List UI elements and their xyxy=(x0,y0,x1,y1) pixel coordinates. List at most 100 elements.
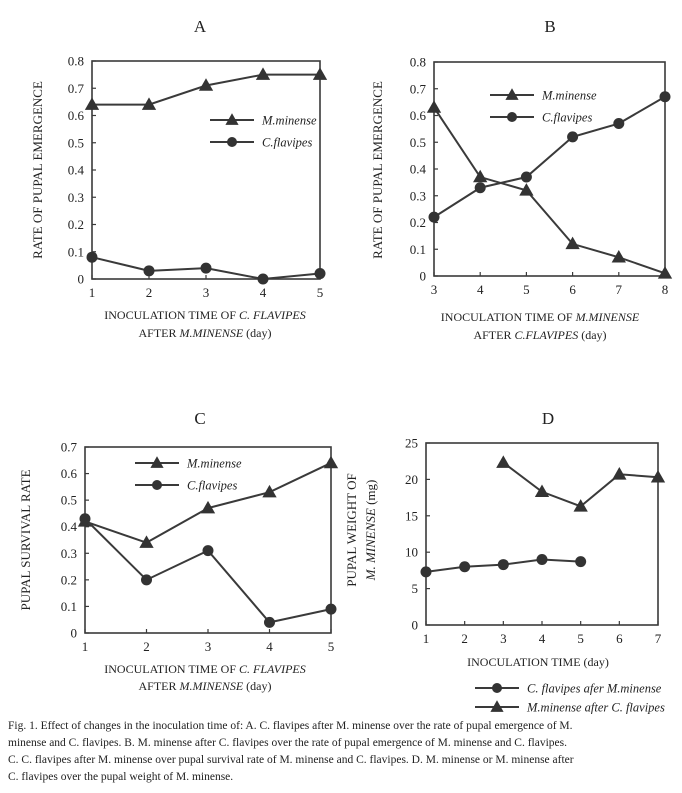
x-axis-label-unit: (day) xyxy=(578,328,606,342)
x-tick-label: 3 xyxy=(500,631,507,646)
x-tick-label: 5 xyxy=(577,631,584,646)
legend-label: M.minense xyxy=(186,457,242,471)
y-axis-label: RATE OF PUPAL EMERGENCE xyxy=(30,81,45,259)
x-axis-label-species: C. FLAVIPES xyxy=(239,662,306,676)
y-tick-label: 0.2 xyxy=(61,572,77,587)
x-axis-label-species: M.MINENSE xyxy=(575,310,640,324)
x-tick-label: 8 xyxy=(662,282,669,297)
y-axis-label: PUPAL WEIGHT OF xyxy=(344,473,359,586)
y-tick-label: 0 xyxy=(420,269,427,284)
y-tick-label: 0.6 xyxy=(61,466,78,481)
legend-label: C.flavipes xyxy=(187,479,237,493)
data-point-circle xyxy=(659,91,671,103)
x-tick-label: 2 xyxy=(143,639,150,654)
series-line xyxy=(433,95,666,218)
y-tick-label: 0.2 xyxy=(410,215,426,230)
y-tick-label: 0.1 xyxy=(410,242,426,257)
data-point-triangle xyxy=(534,484,550,498)
y-tick-label: 0.3 xyxy=(68,190,84,205)
y-tick-label: 0.2 xyxy=(68,217,84,232)
data-point-triangle xyxy=(255,67,271,80)
x-axis-label-line-2: AFTER M.MINENSE (day) xyxy=(139,326,272,340)
chart-title: A xyxy=(194,17,207,36)
y-tick-label: 0.7 xyxy=(61,440,78,455)
x-axis-label-text: INOCULATION TIME OF xyxy=(104,662,239,676)
y-tick-label: 0.3 xyxy=(61,546,77,561)
chart-b: B 0 0.1 0.2 0.3 0.4 0.5 0.6 0.7 0.8 3 4 5 6 7 8 RATE OF … xyxy=(370,17,673,342)
x-tick-label: 1 xyxy=(89,285,96,300)
y-axis-label-line-2: M. MINENSE (mg) xyxy=(363,480,378,582)
legend-label: M.minense xyxy=(261,114,317,128)
x-axis-label-species: M.MINENSE xyxy=(179,326,244,340)
y-tick-label: 0.4 xyxy=(61,519,78,534)
x-axis-label-line-2: AFTER C.FLAVIPES (day) xyxy=(473,328,606,342)
data-point-circle xyxy=(459,561,471,573)
legend-label: C.flavipes xyxy=(262,136,312,150)
data-point-circle xyxy=(520,171,532,183)
data-point-circle xyxy=(497,559,509,571)
legend-circle-marker xyxy=(227,137,237,147)
x-tick-label: 7 xyxy=(655,631,662,646)
series-circle xyxy=(428,91,671,223)
data-point-triangle xyxy=(198,78,214,91)
y-tick-label: 15 xyxy=(405,508,418,523)
x-tick-label: 6 xyxy=(616,631,623,646)
y-tick-label: 20 xyxy=(405,472,418,487)
x-axis-label-line-1: INOCULATION TIME OF M.MINENSE xyxy=(441,310,640,324)
y-tick-label: 5 xyxy=(412,581,419,596)
x-axis-label-text: INOCULATION TIME OF xyxy=(104,308,239,322)
data-point-circle xyxy=(613,118,625,130)
y-tick-label: 0.4 xyxy=(68,163,85,178)
y-axis-label-species: M. MINENSE xyxy=(363,508,378,581)
series-circle xyxy=(86,251,326,285)
data-point-circle xyxy=(257,273,269,285)
legend-circle-marker xyxy=(492,683,502,693)
legend-triangle-marker xyxy=(505,88,519,100)
legend-triangle-marker xyxy=(225,113,239,125)
data-point-triangle xyxy=(200,500,216,514)
y-tick-label: 0.5 xyxy=(61,493,77,508)
x-axis-label-line-1: INOCULATION TIME OF C. FLAVIPES xyxy=(104,662,306,676)
caption-line-4: C. flavipes over the pupal weight of M. … xyxy=(8,771,234,783)
y-tick-label: 0.7 xyxy=(68,81,85,96)
y-tick-label: 0.6 xyxy=(410,108,427,123)
series-circle xyxy=(420,553,587,578)
data-point-triangle xyxy=(139,535,154,548)
data-point-circle xyxy=(314,268,326,280)
data-point-triangle xyxy=(262,484,277,498)
y-tick-label: 0.5 xyxy=(68,135,84,150)
legend-label: C. flavipes afer M.minense xyxy=(527,682,662,696)
x-tick-label: 1 xyxy=(82,639,89,654)
x-tick-label: 4 xyxy=(539,631,546,646)
chart-d: D 0 5 10 15 20 25 1 2 3 4 5 6 7 PUPAL WEIGHT OF M. MINE… xyxy=(344,409,666,715)
caption-line-1: Fig. 1. Effect of changes in the inocula… xyxy=(8,720,573,732)
data-point-circle xyxy=(200,262,212,274)
x-tick-label: 2 xyxy=(461,631,468,646)
y-tick-label: 0.8 xyxy=(410,55,426,70)
data-point-triangle xyxy=(565,236,580,250)
legend-triangle-marker xyxy=(150,456,164,468)
data-point-triangle xyxy=(323,455,339,469)
y-tick-label: 10 xyxy=(405,545,418,560)
x-tick-label: 1 xyxy=(423,631,430,646)
legend-label: C.flavipes xyxy=(542,111,592,125)
x-tick-label: 5 xyxy=(328,639,335,654)
data-point-triangle xyxy=(426,100,442,113)
chart-title: C xyxy=(194,409,205,428)
x-axis-label-unit: (day) xyxy=(243,679,271,693)
legend-triangle-marker xyxy=(490,700,504,712)
data-point-triangle xyxy=(611,250,626,263)
x-tick-label: 6 xyxy=(569,282,576,297)
x-tick-label: 4 xyxy=(266,639,273,654)
x-tick-label: 3 xyxy=(205,639,212,654)
y-tick-label: 0.6 xyxy=(68,108,85,123)
data-point-circle xyxy=(575,556,587,568)
y-tick-label: 0 xyxy=(412,618,419,633)
data-point-triangle xyxy=(657,266,673,279)
data-point-triangle xyxy=(473,169,488,183)
data-point-circle xyxy=(325,603,337,615)
plot-frame xyxy=(425,442,659,626)
y-axis-label: RATE OF PUPAL EMERGENCE xyxy=(370,81,385,259)
data-point-circle xyxy=(143,265,155,277)
